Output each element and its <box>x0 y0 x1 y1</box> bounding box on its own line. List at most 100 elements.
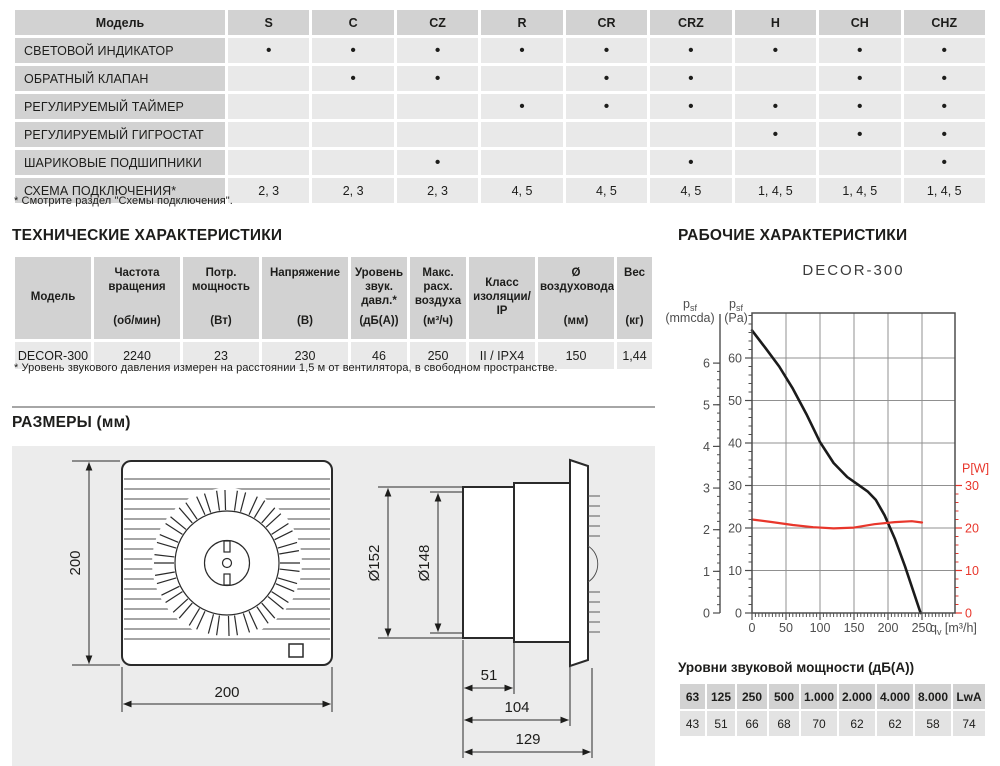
tech-column-header: Напряжение (В) <box>262 257 348 339</box>
pressure-curve <box>750 329 922 615</box>
feature-dot-cell: • <box>734 122 817 147</box>
feature-row-label: ОБРАТНЫЙ КЛАПАН <box>15 66 225 91</box>
feature-column-header: C <box>312 10 394 35</box>
feature-dot-cell: • <box>819 94 901 119</box>
dimensions-drawing: 200 200 Ø152 Ø148 <box>67 458 600 758</box>
sound-frequency-header: LwA <box>953 684 985 709</box>
sound-table-title: Уровни звуковой мощности (дБ(А)) <box>678 660 915 675</box>
feature-column-header: H <box>734 10 817 35</box>
tech-column-header: Модель <box>15 257 91 339</box>
svg-text:6: 6 <box>703 357 710 371</box>
tech-column-header: Класс изоляции/ IP <box>469 257 535 339</box>
feature-dot-cell: • <box>228 38 310 63</box>
svg-text:20: 20 <box>965 522 979 536</box>
svg-text:4: 4 <box>703 440 710 454</box>
indicator-window <box>288 643 304 658</box>
svg-text:0: 0 <box>735 607 742 621</box>
sound-frequency-header: 63 <box>680 684 705 709</box>
feature-matrix-table: Модель S C CZ R CR CRZ H CH CHZ СВЕТОВОЙ ИНДИКАТОР… <box>12 7 988 206</box>
performance-section-heading: РАБОЧИЕ ХАРАКТЕРИСТИКИ <box>678 227 908 244</box>
fan-side-view: Ø152 Ø148 51 104 129 <box>366 458 600 758</box>
feature-cell: 4, 5 <box>565 178 648 203</box>
fan-front-view: 200 200 <box>67 460 333 712</box>
feature-dot-cell: • <box>734 38 817 63</box>
feature-column-header: CH <box>819 10 901 35</box>
svg-text:5: 5 <box>703 398 710 412</box>
feature-cell <box>312 122 394 147</box>
dim-diameter-outer: Ø152 <box>366 545 383 582</box>
svg-text:psf: psf <box>683 297 697 313</box>
sound-frequency-header: 1.000 <box>801 684 837 709</box>
feature-dot-cell: • <box>565 38 648 63</box>
feature-dot-cell: • <box>312 66 394 91</box>
feature-cell: 2, 3 <box>228 178 310 203</box>
feature-cell <box>312 94 394 119</box>
svg-text:50: 50 <box>728 394 742 408</box>
feature-cell: 2, 3 <box>312 178 394 203</box>
svg-text:3: 3 <box>703 482 710 496</box>
feature-dot-cell: • <box>650 66 732 91</box>
dim-diameter-inner: Ø148 <box>416 545 433 582</box>
feature-cell <box>734 150 817 175</box>
dimensions-section-heading: РАЗМЕРЫ (мм) <box>12 414 131 431</box>
sound-frequency-header: 250 <box>737 684 767 709</box>
dimensions-drawing-panel: 200 200 Ø152 Ø148 <box>12 446 655 766</box>
feature-cell: 2, 3 <box>396 178 479 203</box>
svg-text:40: 40 <box>728 437 742 451</box>
feature-row-label: РЕГУЛИРУЕМЫЙ ТАЙМЕР <box>15 94 225 119</box>
feature-cell: 1, 4, 5 <box>819 178 901 203</box>
feature-footnote: * Смотрите раздел "Схемы подключения". <box>14 195 233 207</box>
tech-footnote: * Уровень звукового давления измерен на … <box>14 362 558 374</box>
svg-text:30: 30 <box>728 479 742 493</box>
feature-dot-cell: • <box>481 94 563 119</box>
feature-cell <box>565 122 648 147</box>
tech-value-cell: 150 <box>538 342 614 369</box>
feature-row-label: ШАРИКОВЫЕ ПОДШИПНИКИ <box>15 150 225 175</box>
hub-slot-top <box>223 540 231 553</box>
feature-model-header: Модель <box>15 10 225 35</box>
feature-dot-cell: • <box>650 94 732 119</box>
feature-dot-cell: • <box>734 94 817 119</box>
dim-body-depth: 104 <box>504 699 529 716</box>
dim-front-height: 200 <box>67 550 84 575</box>
sound-frequency-header: 125 <box>707 684 735 709</box>
tech-value-cell: 2240 <box>94 342 180 369</box>
grille-blades <box>154 490 300 636</box>
sound-frequency-header: 4.000 <box>877 684 913 709</box>
tech-value-cell: II / IPX4 <box>469 342 535 369</box>
sound-level-cell: 68 <box>769 711 799 736</box>
feature-row: СВЕТОВОЙ ИНДИКАТОР • • • • • • • • • <box>15 38 985 63</box>
feature-row: ШАРИКОВЫЕ ПОДШИПНИКИ • • • <box>15 150 985 175</box>
power-curve <box>750 518 924 530</box>
svg-text:(mmcda): (mmcda) <box>665 311 714 325</box>
feature-dot-cell: • <box>481 38 563 63</box>
tech-value-cell: 250 <box>410 342 466 369</box>
feature-cell: 1, 4, 5 <box>734 178 817 203</box>
svg-text:150: 150 <box>844 621 865 635</box>
dim-duct-depth: 51 <box>481 667 498 684</box>
feature-dot-cell: • <box>650 38 732 63</box>
sound-level-cell: 74 <box>953 711 985 736</box>
svg-text:qv [m³/h]: qv [m³/h] <box>930 621 977 637</box>
feature-dot-cell: • <box>565 94 648 119</box>
svg-text:0: 0 <box>965 607 972 621</box>
tech-value-cell: 46 <box>351 342 407 369</box>
feature-cell <box>565 150 648 175</box>
feature-cell <box>734 66 817 91</box>
feature-dot-cell: • <box>819 66 901 91</box>
svg-text:10: 10 <box>728 564 742 578</box>
sound-level-cell: 66 <box>737 711 767 736</box>
tech-column-header: Макс. расх. воздуха (м³/ч) <box>410 257 466 339</box>
svg-text:200: 200 <box>878 621 899 635</box>
svg-text:250: 250 <box>912 621 933 635</box>
feature-cell <box>650 122 732 147</box>
feature-row: РЕГУЛИРУЕМЫЙ ТАЙМЕР • • • • • • <box>15 94 985 119</box>
fan-body-section <box>513 482 571 643</box>
sound-frequency-header: 2.000 <box>839 684 875 709</box>
feature-row-label: СВЕТОВОЙ ИНДИКАТОР <box>15 38 225 63</box>
cover-louver-slits <box>587 495 600 633</box>
section-divider <box>12 406 655 408</box>
feature-cell <box>228 94 310 119</box>
svg-text:100: 100 <box>810 621 831 635</box>
